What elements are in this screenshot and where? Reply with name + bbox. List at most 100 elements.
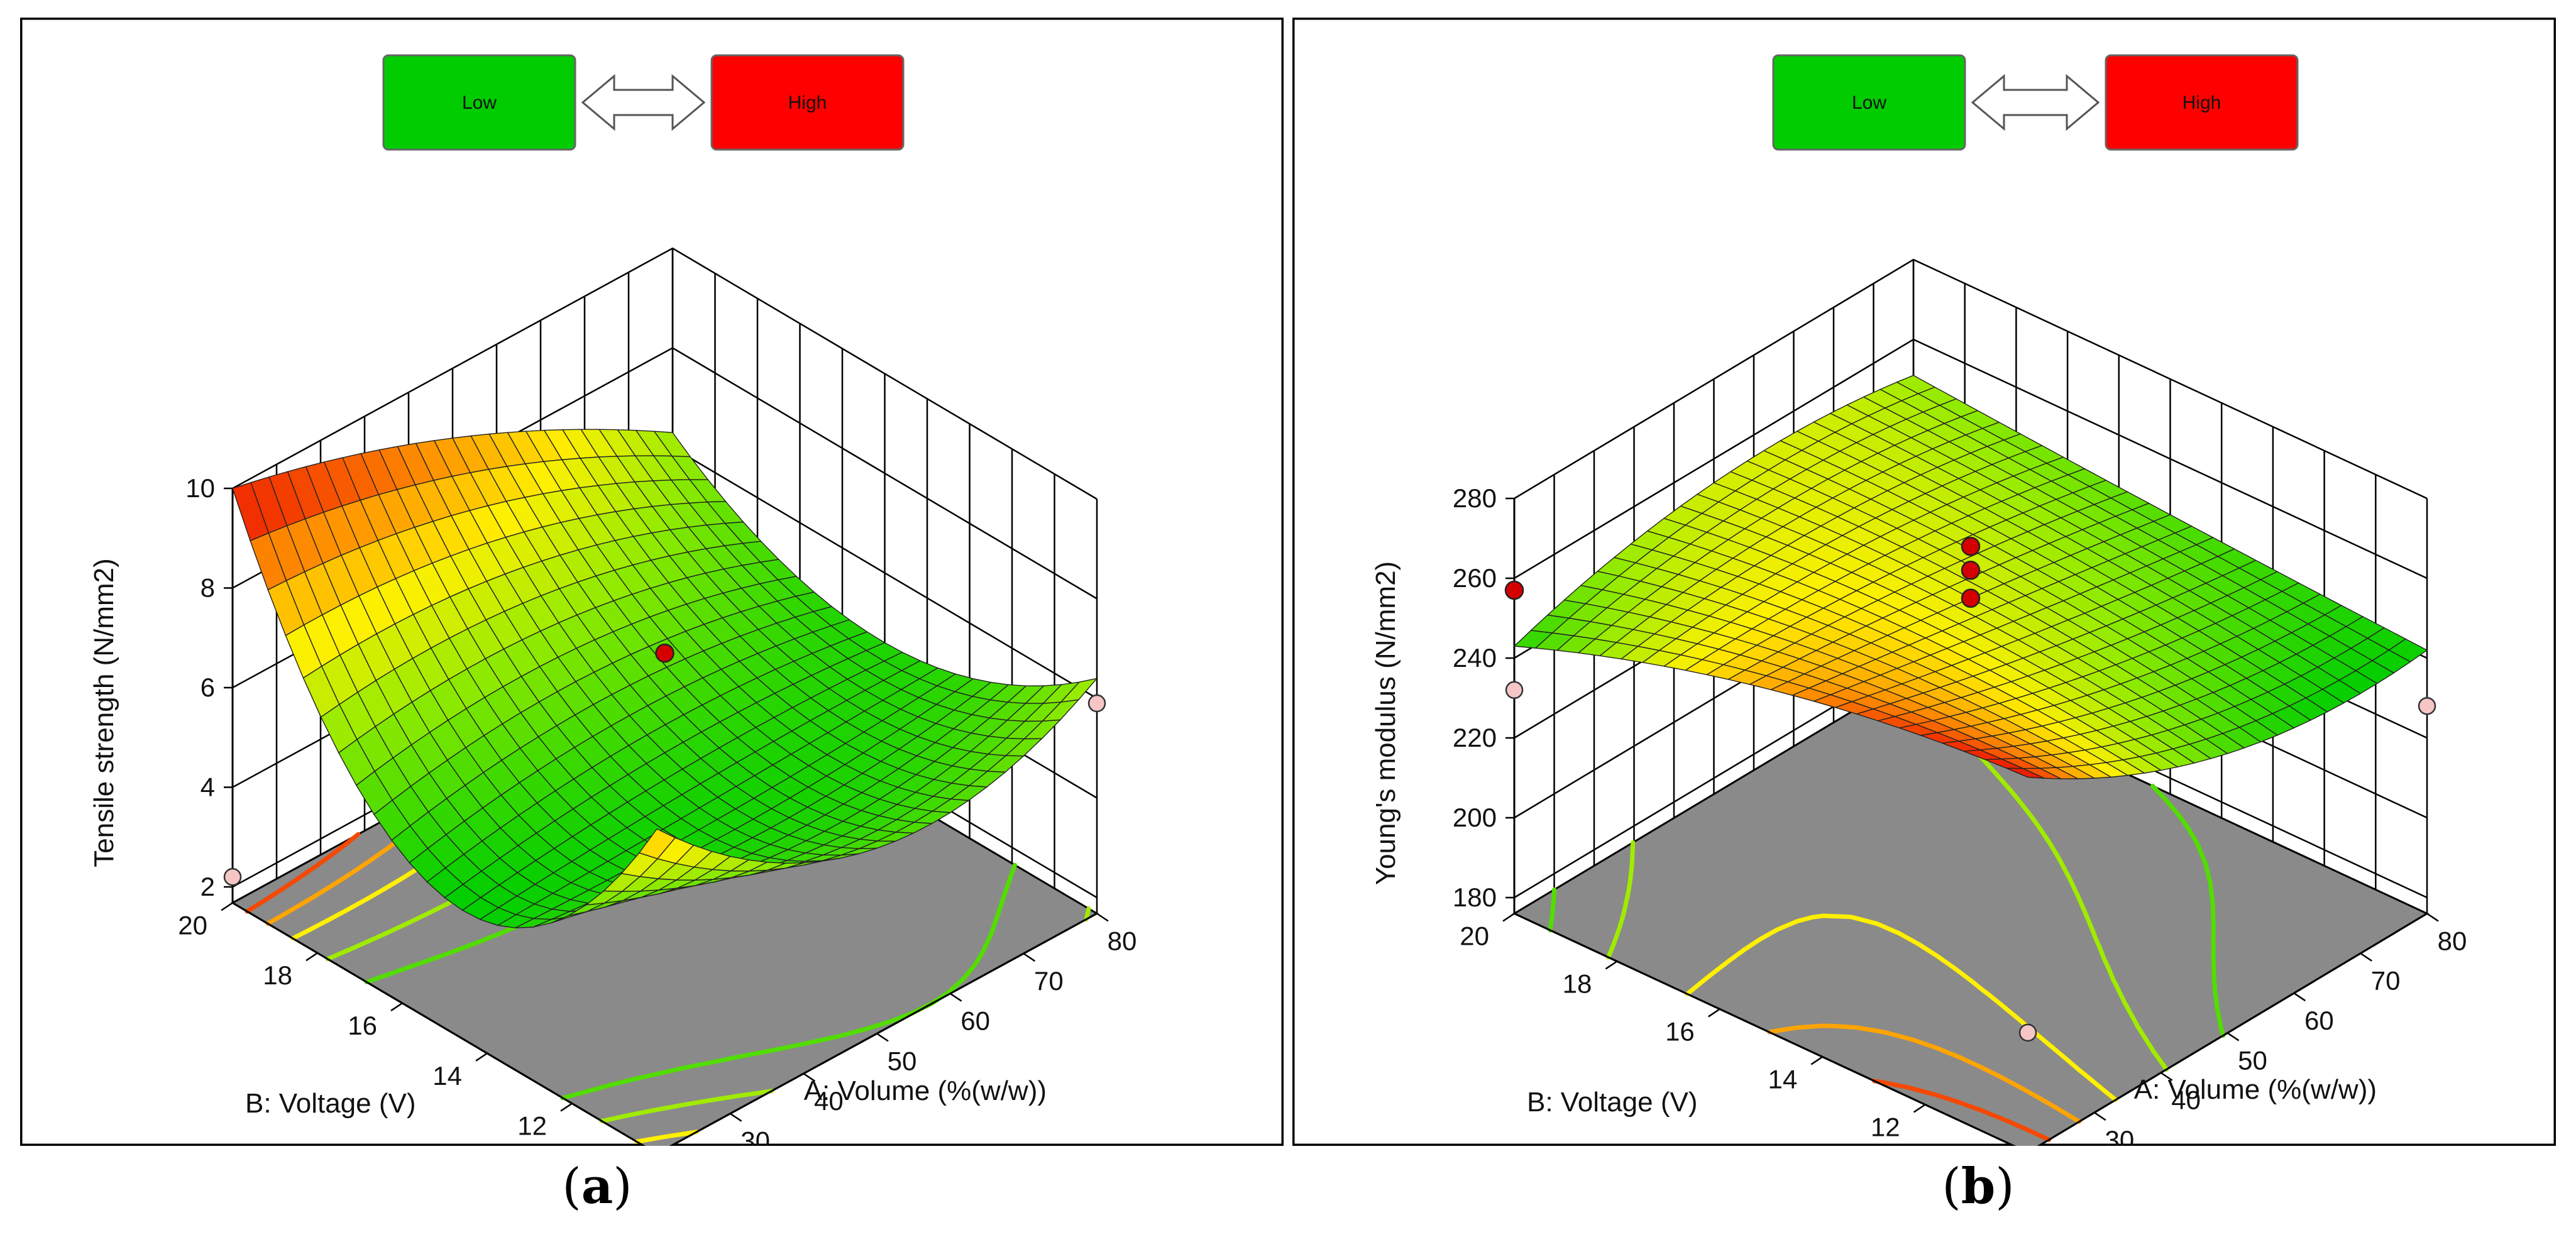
- chart-b-contour-segment: [1698, 969, 1717, 985]
- chart-a-contour-segment: [343, 832, 361, 847]
- chart-b-contour-segment: [1712, 958, 1732, 974]
- chart-b-x-tick-label: 50: [2238, 1045, 2267, 1075]
- chart-b-z-tick-label: 200: [1453, 803, 1497, 832]
- chart-a-contour-segment: [474, 932, 500, 945]
- chart-b-contour-segment: [1829, 1023, 1859, 1030]
- chart-a-x-tick-label: 30: [740, 1126, 770, 1146]
- chart-a-contour-segment: [608, 1076, 639, 1087]
- chart-b-contour-segment: [2067, 875, 2078, 894]
- chart-a-contour-segment: [790, 1038, 821, 1048]
- chart-b-contour-segment: [2049, 1045, 2070, 1063]
- chart-a-x-tick: [1096, 913, 1109, 922]
- chart-b-surface-patch: [2006, 767, 2045, 779]
- chart-a-contour-segment: [816, 1035, 835, 1043]
- chart-a-surface-patch: [638, 828, 676, 860]
- chart-a-contour-segment: [387, 964, 413, 977]
- chart-a-x-tick: [949, 992, 962, 1002]
- chart-b-contour-segment: [2196, 843, 2208, 866]
- chart-b-contour-segment: [1932, 1092, 1959, 1104]
- chart-b-x-tick: [2160, 1072, 2173, 1081]
- chart-a-contour-segment: [560, 1089, 589, 1101]
- chart-a-surface: [232, 429, 1098, 928]
- chart-a-contour-segment: [386, 921, 410, 935]
- chart-a-contour-segment: [453, 940, 479, 954]
- chart-a-y-tick: [221, 902, 233, 911]
- chart-b-ylabel: B: Voltage (V): [1527, 1087, 1697, 1118]
- chart-a-ylabel: B: Voltage (V): [245, 1088, 416, 1119]
- chart-b-frame: [1292, 18, 2556, 1146]
- chart-b-contour-segment: [1935, 954, 1957, 971]
- chart-b-contour-segment: [1957, 1100, 1985, 1114]
- chart-b-contour-segment: [2003, 1118, 2030, 1132]
- chart-b-contour-segment: [2075, 893, 2088, 916]
- chart-a-y-tick-label: 12: [517, 1111, 547, 1141]
- chart-b-contour-segment: [2186, 826, 2198, 844]
- chart-a-contour-segment: [312, 854, 333, 870]
- chart-b-contour-segment: [2216, 1013, 2224, 1033]
- chart-b-contour-segment: [2025, 1127, 2052, 1142]
- chart-b-y-tick: [1810, 1056, 1823, 1065]
- chart-b-x-tick: [2426, 913, 2439, 922]
- chart-a-contour-segment: [1084, 906, 1091, 922]
- chart-b-contour-segment: [2081, 1071, 2102, 1089]
- chart-b-x-tick: [2226, 1032, 2240, 1042]
- chart-b-floor-contours: [1548, 675, 2226, 1142]
- chart-a-legend-high-box: [710, 54, 905, 151]
- chart-b-contour-segment: [2058, 1108, 2082, 1124]
- chart-a-design-point: [655, 643, 674, 663]
- chart-a-contour-segment: [718, 1094, 739, 1101]
- chart-b-contour-segment: [1742, 937, 1763, 952]
- chart-a-contour-segment: [265, 911, 288, 926]
- chart-b-legend-low-label: Low: [1852, 92, 1886, 113]
- chart-b-contour-segment: [1954, 1099, 1962, 1105]
- chart-a-contour-segment: [278, 876, 300, 893]
- chart-a-x-tick-label: 60: [960, 1006, 990, 1036]
- chart-b-contour-segment: [1910, 1037, 1939, 1050]
- chart-a-contour-segment: [585, 1082, 614, 1094]
- chart-b-design-point: [1504, 580, 1524, 600]
- chart-b-contour-segment: [2037, 825, 2052, 846]
- chart-b-x-tick: [2293, 992, 2306, 1002]
- chart-a-y-tick: [475, 1052, 488, 1062]
- chart-a-z-tick-label: 8: [201, 573, 215, 603]
- chart-b-z-tick-label: 180: [1453, 882, 1497, 912]
- chart-a-x-tick-label: 70: [1034, 966, 1064, 996]
- chart-a-contour-segment: [364, 972, 392, 984]
- panel-b: LowHigh203040506070801012141618201802002…: [1292, 18, 2556, 1146]
- chart-b-contour-segment: [2211, 971, 2218, 994]
- chart-a-legend-arrow: [581, 74, 706, 131]
- chart-a-contour-segment: [737, 1049, 769, 1059]
- chart-b-design-point: [2418, 696, 2436, 715]
- chart-a-contour-segment: [336, 869, 358, 884]
- chart-b-legend-high-label: High: [2182, 92, 2221, 113]
- chart-a-contour-segment: [382, 876, 405, 891]
- chart-b-y-tick-label: 16: [1665, 1016, 1695, 1046]
- chart-a-contour-segment: [309, 916, 333, 932]
- chart-a-contour-segment: [283, 901, 306, 916]
- chart-b-contour-segment: [1883, 1030, 1915, 1042]
- chart-a-contour-segment: [245, 898, 267, 914]
- chart-a-design-point: [1087, 694, 1106, 713]
- chart-a-contour-segment: [409, 956, 436, 969]
- chart-a-contour-segment: [405, 911, 430, 926]
- chart-b-contour-segment: [1548, 911, 1555, 933]
- chart-b-z-tick-label: 260: [1453, 563, 1497, 593]
- chart-b-y-tick-label: 20: [1460, 921, 1489, 950]
- chart-a-contour-segment: [712, 1054, 742, 1064]
- chart-b-contour-segment: [2013, 793, 2030, 814]
- chart-b-xlabel: A: Volume (%(w/w)): [2134, 1074, 2377, 1105]
- chart-a-contour-segment: [328, 842, 348, 859]
- chart-b-contour-segment: [1875, 921, 1902, 936]
- chart-b-contour-segment: [1854, 1025, 1885, 1035]
- chart-b-contour-segment: [2211, 953, 2216, 976]
- chart-b-contour-segment: [1986, 992, 2007, 1009]
- chart-b-contour-segment: [1795, 915, 1815, 924]
- chart-b-contour-segment: [2213, 992, 2220, 1013]
- chart-a-contour-segment: [642, 1135, 666, 1143]
- chart-b-y-tick-label: 18: [1563, 969, 1592, 998]
- chart-b-contour-segment: [1849, 915, 1880, 926]
- chart-b-contour-segment: [1969, 979, 1984, 992]
- chart-a-zlabel: Tensile strength (N/mm2): [89, 558, 119, 867]
- chart-b-contour-segment: [1551, 887, 1557, 899]
- chart-a-contour-segment: [346, 896, 370, 911]
